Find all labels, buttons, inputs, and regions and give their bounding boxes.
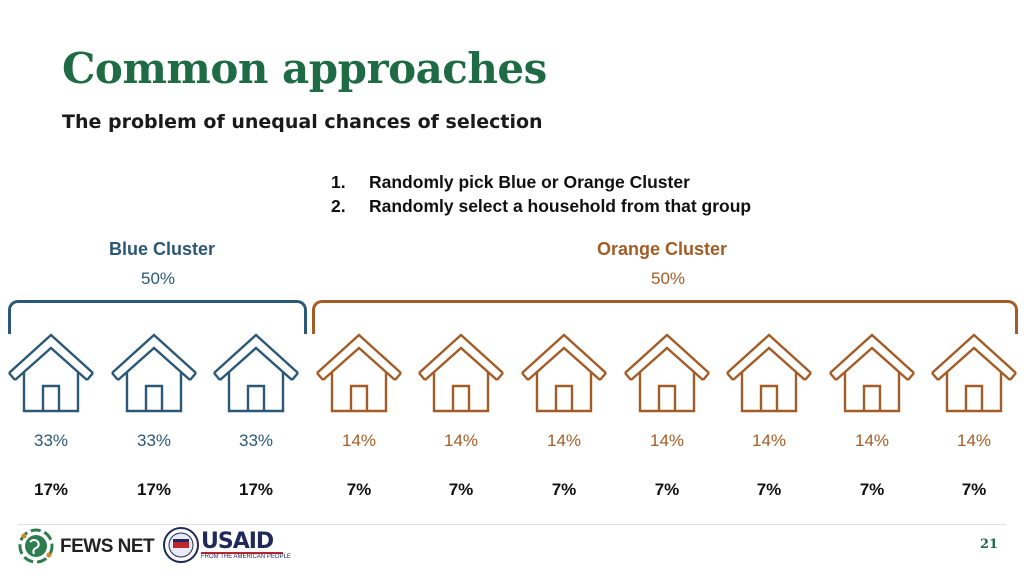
house-icon xyxy=(418,333,504,413)
house-icon xyxy=(8,333,94,413)
blue-cluster-label: Blue Cluster xyxy=(108,239,216,259)
usaid-tagline: FROM THE AMERICAN PEOPLE xyxy=(201,554,291,560)
overall-probability: 17% xyxy=(238,480,274,499)
within-cluster-probability: 14% xyxy=(854,431,890,450)
orange-cluster-bracket xyxy=(312,300,1018,334)
blue-cluster-bracket xyxy=(8,300,307,334)
within-cluster-probability: 33% xyxy=(136,431,172,450)
fews-net-logo-text: FEWS NET xyxy=(60,536,155,557)
within-cluster-probability: 14% xyxy=(956,431,992,450)
house-icon xyxy=(316,333,402,413)
house-icon xyxy=(726,333,812,413)
usaid-underline xyxy=(201,552,283,554)
usaid-logo-text: USAID xyxy=(201,529,274,554)
step-item: 1. Randomly pick Blue or Orange Cluster xyxy=(331,170,751,194)
within-cluster-probability: 14% xyxy=(443,431,479,450)
overall-probability: 7% xyxy=(961,480,987,499)
overall-probability: 7% xyxy=(756,480,782,499)
globe-icon xyxy=(18,528,54,564)
step-number: 2. xyxy=(331,196,346,216)
within-cluster-probability: 14% xyxy=(751,431,787,450)
overall-probability: 7% xyxy=(654,480,680,499)
orange-cluster-label: Orange Cluster xyxy=(596,239,728,259)
overall-probability: 17% xyxy=(33,480,69,499)
step-text: Randomly select a household from that gr… xyxy=(369,196,752,216)
page-number: 21 xyxy=(980,537,999,552)
orange-cluster-pct: 50% xyxy=(650,269,686,288)
house-icon xyxy=(931,333,1017,413)
step-number: 1. xyxy=(331,172,346,192)
overall-probability: 17% xyxy=(136,480,172,499)
page-subtitle: The problem of unequal chances of select… xyxy=(62,111,543,133)
footer-divider xyxy=(18,524,1006,525)
step-item: 2. Randomly select a household from that… xyxy=(331,194,751,218)
seal-icon xyxy=(163,527,199,563)
step-text: Randomly pick Blue or Orange Cluster xyxy=(369,172,690,192)
overall-probability: 7% xyxy=(551,480,577,499)
page-title: Common approaches xyxy=(62,44,547,93)
within-cluster-probability: 33% xyxy=(33,431,69,450)
house-icon xyxy=(624,333,710,413)
house-icon xyxy=(829,333,915,413)
house-icon xyxy=(521,333,607,413)
overall-probability: 7% xyxy=(859,480,885,499)
within-cluster-probability: 33% xyxy=(238,431,274,450)
house-icon xyxy=(111,333,197,413)
steps-list: 1. Randomly pick Blue or Orange Cluster … xyxy=(331,170,751,218)
house-icon xyxy=(213,333,299,413)
within-cluster-probability: 14% xyxy=(341,431,377,450)
overall-probability: 7% xyxy=(346,480,372,499)
overall-probability: 7% xyxy=(448,480,474,499)
within-cluster-probability: 14% xyxy=(546,431,582,450)
within-cluster-probability: 14% xyxy=(649,431,685,450)
blue-cluster-pct: 50% xyxy=(140,269,176,288)
